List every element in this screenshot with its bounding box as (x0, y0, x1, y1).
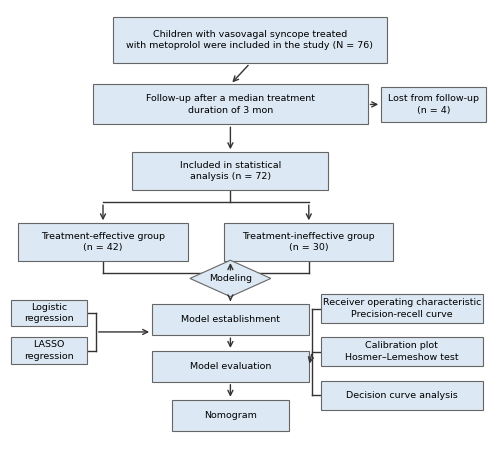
Text: Logistic
regression: Logistic regression (24, 303, 74, 323)
FancyBboxPatch shape (93, 84, 367, 125)
Text: Treatment-ineffective group
(n = 30): Treatment-ineffective group (n = 30) (242, 231, 375, 252)
Text: Lost from follow-up
(n = 4): Lost from follow-up (n = 4) (388, 94, 479, 115)
Text: Calibration plot
Hosmer–Lemeshow test: Calibration plot Hosmer–Lemeshow test (345, 341, 459, 362)
FancyBboxPatch shape (321, 337, 483, 366)
FancyBboxPatch shape (113, 17, 387, 63)
FancyBboxPatch shape (18, 223, 188, 261)
Text: Decision curve analysis: Decision curve analysis (346, 390, 458, 400)
Text: LASSO
regression: LASSO regression (24, 340, 74, 361)
FancyBboxPatch shape (11, 337, 87, 364)
FancyBboxPatch shape (172, 400, 289, 431)
Text: Treatment-effective group
(n = 42): Treatment-effective group (n = 42) (41, 231, 165, 252)
FancyBboxPatch shape (132, 152, 328, 190)
FancyBboxPatch shape (224, 223, 394, 261)
FancyBboxPatch shape (321, 381, 483, 410)
FancyBboxPatch shape (381, 87, 486, 122)
FancyBboxPatch shape (321, 294, 483, 323)
Text: Receiver operating characteristic
Precision-recell curve: Receiver operating characteristic Precis… (322, 298, 481, 319)
Text: Included in statistical
analysis (n = 72): Included in statistical analysis (n = 72… (180, 161, 281, 181)
Text: Children with vasovagal syncope treated
with metoprolol were included in the stu: Children with vasovagal syncope treated … (126, 29, 374, 50)
Text: Model evaluation: Model evaluation (190, 362, 271, 371)
Polygon shape (190, 260, 271, 297)
Text: Nomogram: Nomogram (204, 411, 257, 419)
FancyBboxPatch shape (11, 300, 87, 326)
FancyBboxPatch shape (152, 304, 309, 335)
Text: Modeling: Modeling (209, 274, 252, 283)
Text: Follow-up after a median treatment
duration of 3 mon: Follow-up after a median treatment durat… (146, 94, 315, 115)
FancyBboxPatch shape (152, 351, 309, 382)
Text: Model establishment: Model establishment (181, 315, 280, 324)
